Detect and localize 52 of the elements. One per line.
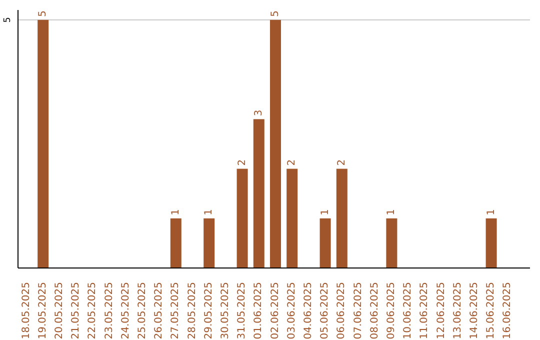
bar xyxy=(253,119,264,268)
bar xyxy=(320,218,331,268)
data-label: 2 xyxy=(336,159,348,166)
x-tick-label: 14.06.2025 xyxy=(469,282,480,340)
x-tick-label: 13.06.2025 xyxy=(452,282,464,340)
data-label: 5 xyxy=(270,10,281,17)
x-tick-label: 25.05.2025 xyxy=(137,282,148,340)
bar xyxy=(336,168,348,268)
data-label: 1 xyxy=(486,209,497,216)
bar xyxy=(386,218,398,268)
x-tick-label: 29.05.2025 xyxy=(203,282,214,340)
x-tick-label: 07.06.2025 xyxy=(352,282,364,340)
data-label: 1 xyxy=(386,209,398,216)
x-tick-label: 05.06.2025 xyxy=(320,282,331,340)
x-tick-label: 30.05.2025 xyxy=(220,282,231,340)
x-tick-label: 16.06.2025 xyxy=(502,282,514,340)
data-label: 1 xyxy=(170,209,182,216)
bar xyxy=(236,168,248,268)
x-tick-label: 24.05.2025 xyxy=(120,282,132,340)
x-tick-label: 06.06.2025 xyxy=(336,282,348,340)
x-tick-label: 01.06.2025 xyxy=(253,282,264,340)
x-tick-label: 12.06.2025 xyxy=(436,282,447,340)
x-tick-label: 28.05.2025 xyxy=(186,282,198,340)
x-tick-label: 31.05.2025 xyxy=(236,282,248,340)
data-label: 2 xyxy=(236,159,248,166)
x-tick-label: 15.06.2025 xyxy=(486,282,497,340)
bar xyxy=(286,168,298,268)
bar xyxy=(486,218,497,268)
bar xyxy=(270,20,281,268)
x-tick-label: 26.05.2025 xyxy=(154,282,165,340)
x-tick-label: 02.06.2025 xyxy=(270,282,281,340)
data-label: 1 xyxy=(320,209,331,216)
bar xyxy=(204,218,215,268)
x-tick-label: 23.05.2025 xyxy=(104,282,115,340)
x-tick-label: 11.06.2025 xyxy=(419,282,430,340)
data-label: 1 xyxy=(204,209,215,216)
data-label: 2 xyxy=(286,159,298,166)
x-tick-label: 03.06.2025 xyxy=(286,282,298,340)
x-tick-label: 09.06.2025 xyxy=(386,282,397,340)
x-tick-label: 08.06.2025 xyxy=(369,282,380,340)
x-tick-label: 22.05.2025 xyxy=(87,282,98,340)
x-tick-label: 20.05.2025 xyxy=(54,282,65,340)
x-tick-label: 18.05.2025 xyxy=(20,282,32,340)
x-tick-label: 21.05.2025 xyxy=(70,282,82,340)
data-label: 5 xyxy=(38,10,49,17)
x-tick-label: 04.06.2025 xyxy=(303,282,314,340)
x-tick-label: 10.06.2025 xyxy=(402,282,414,340)
bar xyxy=(38,20,49,268)
x-tick-label: 19.05.2025 xyxy=(37,282,48,340)
x-tick-label: 27.05.2025 xyxy=(170,282,182,340)
data-label: 3 xyxy=(253,110,264,116)
bar xyxy=(170,218,182,268)
